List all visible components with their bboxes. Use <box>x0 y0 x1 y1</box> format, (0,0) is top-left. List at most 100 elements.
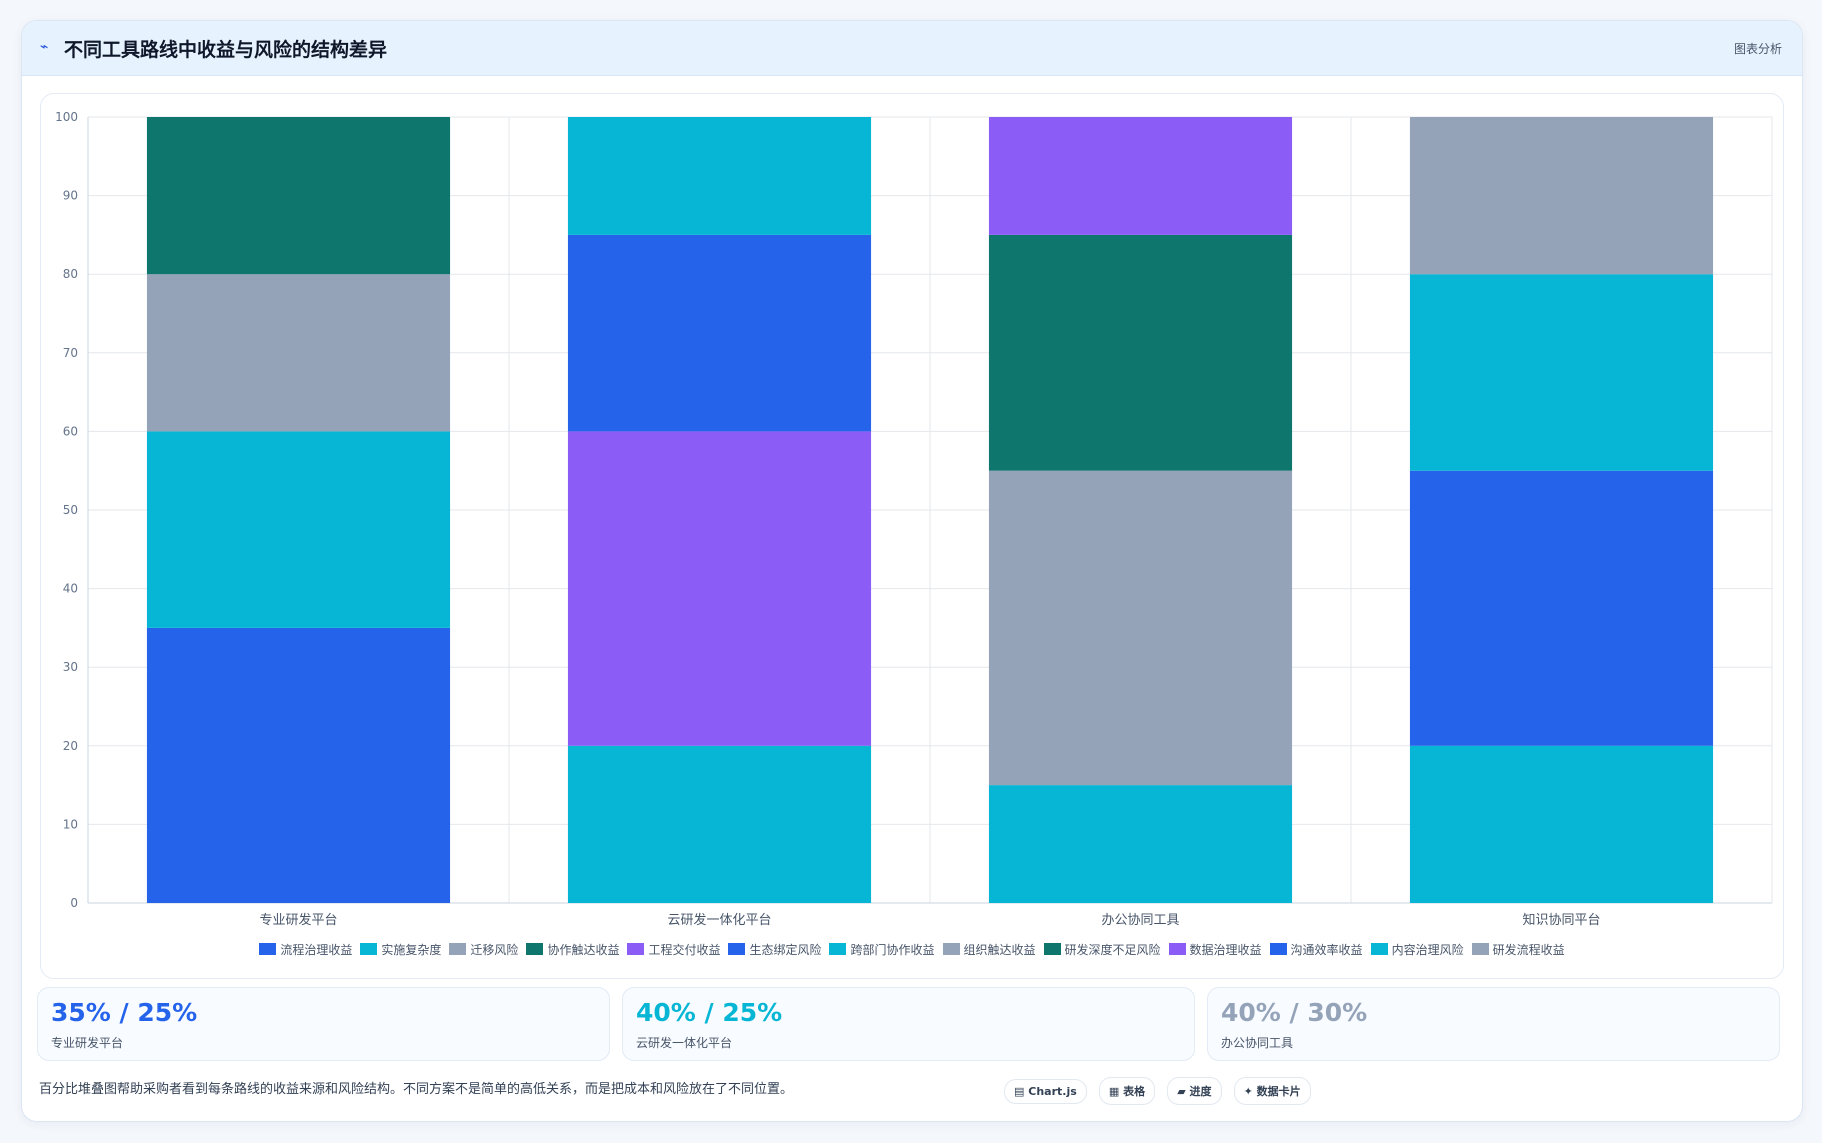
legend-label: 沟通效率收益 <box>1290 943 1363 957</box>
legend-swatch <box>259 943 277 955</box>
stat-label: 专业研发平台 <box>51 1036 124 1050</box>
panel-title: 不同工具路线中收益与风险的结构差异 <box>64 39 388 61</box>
bar-segment <box>988 117 1293 235</box>
legend-label: 数据治理收益 <box>1189 943 1262 957</box>
legend-label: 组织触达收益 <box>963 943 1036 957</box>
legend-swatch <box>942 943 960 955</box>
bar-segment <box>146 627 451 903</box>
stat-label: 办公协同工具 <box>1221 1036 1294 1050</box>
legend-swatch <box>449 943 467 955</box>
tag-label: 进度 <box>1189 1085 1212 1098</box>
panel-header: ⌁ 不同工具路线中收益与风险的结构差异 图表分析 <box>22 21 1802 76</box>
y-tick-label: 70 <box>63 346 78 360</box>
bar-segment <box>146 274 451 432</box>
bar-segment <box>1409 274 1714 471</box>
bar-segment <box>567 234 872 432</box>
bar-segment <box>1409 745 1714 903</box>
legend-item[interactable]: 研发流程收益 <box>1471 941 1565 958</box>
legend-label: 工程交付收益 <box>648 943 721 957</box>
legend-item[interactable]: 内容治理风险 <box>1370 941 1464 958</box>
y-tick-label: 100 <box>55 110 78 124</box>
bar-segment <box>1409 117 1714 275</box>
legend-item[interactable]: 工程交付收益 <box>627 941 720 958</box>
legend-item[interactable]: 生态绑定风险 <box>728 941 821 958</box>
legend-label: 研发深度不足风险 <box>1064 943 1161 957</box>
bar-segment <box>146 117 451 275</box>
chart-icon: ▤ <box>1014 1085 1025 1098</box>
legend-label: 迁移风险 <box>470 943 519 957</box>
stat-label: 云研发一体化平台 <box>636 1036 733 1050</box>
tag-label: Chart.js <box>1028 1085 1077 1098</box>
x-tick-label: 知识协同平台 <box>1522 912 1600 928</box>
x-tick-label: 专业研发平台 <box>259 912 337 928</box>
legend-swatch <box>1471 943 1489 955</box>
tag-data-card[interactable]: ✦ 数据卡片 <box>1233 1077 1311 1105</box>
chart-panel: ⌁ 不同工具路线中收益与风险的结构差异 图表分析 0 10 20 30 40 50 60 70… <box>21 20 1803 1122</box>
stat-card: 40% / 30% 办公协同工具 <box>1207 987 1780 1061</box>
footer-note: 百分比堆叠图帮助采购者看到每条路线的收益来源和风险结构。不同方案不是简单的高低关… <box>39 1082 794 1097</box>
legend-item[interactable]: 流程治理收益 <box>259 941 352 958</box>
bar-segment <box>988 470 1293 786</box>
legend-swatch <box>627 943 645 955</box>
tag-label: 数据卡片 <box>1256 1085 1301 1098</box>
legend-item[interactable]: 数据治理收益 <box>1168 941 1262 958</box>
legend-label: 研发流程收益 <box>1492 943 1565 957</box>
chart-legend: 流程治理收益 实施复杂度 迁移风险 协作触达收益 工程交付收益 生态绑定风险 跨部门协作收益… <box>41 941 1783 958</box>
legend-swatch <box>1269 943 1287 955</box>
stat-card: 40% / 25% 云研发一体化平台 <box>622 987 1195 1061</box>
x-tick-label: 办公协同工具 <box>1101 913 1179 928</box>
tag-progress[interactable]: ▰ 进度 <box>1167 1077 1222 1105</box>
card-icon: ✦ <box>1243 1085 1253 1098</box>
legend-item[interactable]: 组织触达收益 <box>942 941 1036 958</box>
legend-label: 内容治理风险 <box>1391 943 1464 957</box>
legend-swatch <box>526 943 544 955</box>
legend-item[interactable]: 研发深度不足风险 <box>1043 941 1161 958</box>
tag-chartjs[interactable]: ▤ Chart.js <box>1004 1079 1087 1104</box>
stat-value: 35% / 25% <box>51 998 198 1027</box>
y-tick-label: 50 <box>63 503 78 517</box>
y-tick-label: 20 <box>63 739 78 753</box>
legend-label: 生态绑定风险 <box>749 943 822 957</box>
legend-swatch <box>1043 943 1061 955</box>
x-tick-label: 云研发一体化平台 <box>667 912 771 928</box>
legend-label: 流程治理收益 <box>280 943 353 957</box>
tag-table[interactable]: ▦ 表格 <box>1098 1077 1156 1105</box>
legend-swatch <box>829 943 847 955</box>
legend-label: 协作触达收益 <box>547 943 620 957</box>
bar-segment <box>567 745 872 903</box>
legend-swatch <box>1168 943 1186 955</box>
bar-segment <box>567 117 872 235</box>
legend-item[interactable]: 协作触达收益 <box>526 941 619 958</box>
bar-segment <box>567 431 872 746</box>
progress-icon: ▰ <box>1177 1085 1186 1098</box>
y-tick-label: 90 <box>63 189 78 203</box>
footer-tags: ▤ Chart.js ▦ 表格 ▰ 进度 ✦ 数据卡片 <box>1004 1077 1318 1105</box>
y-tick-label: 80 <box>63 267 78 281</box>
bar-segment <box>1409 470 1714 746</box>
stat-value: 40% / 25% <box>636 998 783 1027</box>
table-icon: ▦ <box>1108 1085 1120 1098</box>
legend-label: 跨部门协作收益 <box>850 943 935 957</box>
legend-item[interactable]: 实施复杂度 <box>360 941 441 958</box>
stacked-bar-chart: 0 10 20 30 40 50 60 70 80 90 100 专业研发平台 云研发一体化平台 办公协同… <box>55 110 1773 928</box>
legend-swatch <box>1370 943 1388 955</box>
stat-card: 35% / 25% 专业研发平台 <box>37 987 610 1061</box>
legend-swatch <box>728 943 746 955</box>
y-tick-label: 30 <box>63 660 78 674</box>
tag-label: 表格 <box>1123 1085 1146 1098</box>
y-tick-label: 10 <box>63 817 78 831</box>
legend-swatch <box>360 943 378 955</box>
bar-segment <box>146 431 451 628</box>
legend-item[interactable]: 迁移风险 <box>449 941 518 958</box>
y-tick-label: 40 <box>63 582 78 596</box>
legend-label: 实施复杂度 <box>381 943 442 957</box>
chart-card: 0 10 20 30 40 50 60 70 80 90 100 专业研发平台 云研发一体化平台 办公协同… <box>40 93 1784 979</box>
y-tick-label: 0 <box>70 896 78 910</box>
bar-segment <box>988 234 1293 471</box>
bar-segment <box>988 785 1293 903</box>
stat-value: 40% / 30% <box>1221 998 1368 1027</box>
y-tick-label: 60 <box>63 424 78 438</box>
legend-item[interactable]: 跨部门协作收益 <box>829 941 935 958</box>
chart-analysis-button[interactable]: 图表分析 <box>1733 42 1782 56</box>
legend-item[interactable]: 沟通效率收益 <box>1269 941 1363 958</box>
